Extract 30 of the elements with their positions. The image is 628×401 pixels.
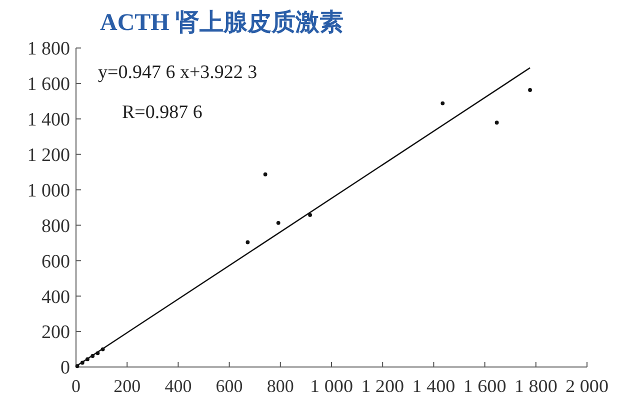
y-tick-label: 1 200 xyxy=(27,144,70,166)
x-tick-label: 1 800 xyxy=(514,376,558,396)
point xyxy=(276,220,280,225)
y-tick-label: 1 600 xyxy=(27,74,70,96)
x-tick-label: 1 600 xyxy=(463,376,506,396)
x-tick-label: 200 xyxy=(114,376,141,396)
x-tick-label: 800 xyxy=(266,376,294,396)
x-tick-label: 1 000 xyxy=(310,376,353,396)
y-tick-label: 400 xyxy=(42,286,70,308)
annotation: y=0.947 6 x+3.922 3 xyxy=(98,62,258,83)
point xyxy=(494,120,499,125)
chart-title: ACTH 肾上腺皮质激素 xyxy=(100,9,344,36)
y-tick-label: 1 800 xyxy=(27,38,70,60)
y-tick-label: 800 xyxy=(42,216,70,237)
y-tick-label: 1 000 xyxy=(27,180,70,202)
annotation: R=0.987 6 xyxy=(122,102,202,123)
x-tick-label: 1 400 xyxy=(412,376,456,396)
x-tick-label: 400 xyxy=(164,376,192,396)
point xyxy=(440,101,445,106)
x-tick-label: 1 200 xyxy=(361,376,404,396)
point xyxy=(528,88,532,92)
y-tick-label: 600 xyxy=(42,251,70,272)
point xyxy=(246,240,250,244)
x-tick-label: 600 xyxy=(216,376,243,396)
point xyxy=(263,172,268,176)
y-tick-label: 0 xyxy=(60,358,70,379)
point xyxy=(308,212,312,217)
x-tick-label: 2 000 xyxy=(566,376,608,396)
y-tick-label: 1 400 xyxy=(27,110,70,131)
y-tick-label: 200 xyxy=(42,322,70,344)
